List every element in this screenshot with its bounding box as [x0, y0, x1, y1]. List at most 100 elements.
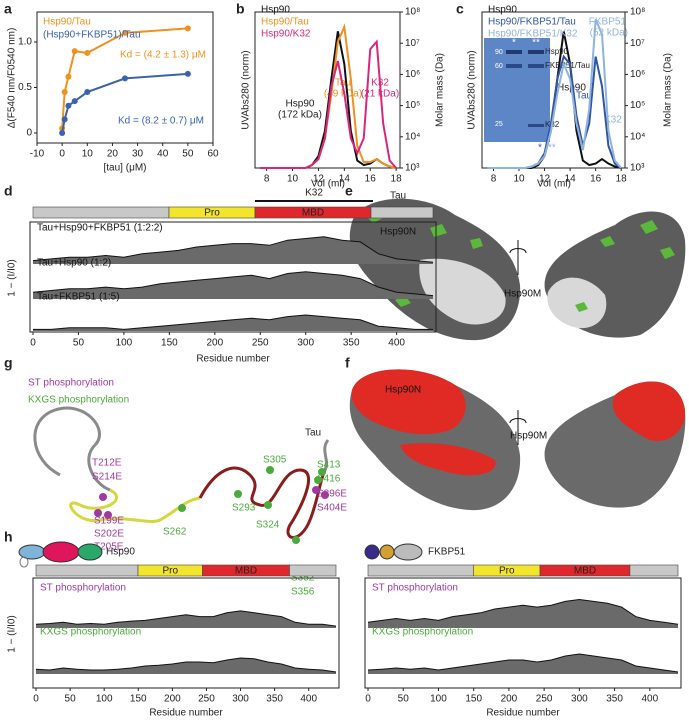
profile-line	[32, 271, 434, 297]
profile-line	[35, 610, 337, 627]
x-tick-label: 0	[365, 694, 371, 705]
panel-label: g	[4, 355, 13, 371]
y-tick-label: 1.0	[18, 37, 32, 48]
domain-label: MBD	[302, 208, 324, 219]
x-tick-label: 250	[198, 694, 215, 705]
site-spheres	[178, 466, 326, 544]
chain-segment	[198, 466, 327, 539]
x-tick-label: 250	[536, 694, 553, 705]
x-tick-label: 300	[571, 694, 588, 705]
icon	[42, 541, 80, 563]
site-label: S324	[256, 520, 280, 531]
y-axis-label: 1 − (I/I0)	[7, 615, 18, 653]
x-tick-label: 150	[465, 694, 482, 705]
site-label: S199E	[94, 516, 124, 527]
gel-band	[506, 64, 522, 68]
profile-line	[367, 598, 679, 625]
x-tick-label: 50	[182, 149, 194, 160]
bracket-label: K32	[305, 188, 323, 199]
surface-patch	[419, 258, 506, 325]
x-axis-label: Residue number	[149, 708, 223, 719]
data-point	[184, 70, 191, 77]
y2-tick-label: 10⁸	[405, 7, 420, 18]
site-label: S293	[232, 503, 256, 514]
profile-area	[36, 658, 336, 674]
x-tick-label: 100	[116, 338, 133, 349]
profile-area	[368, 599, 678, 628]
legend-entry: Hsp90/FKBP51/K32	[488, 29, 578, 40]
panel-label: f	[345, 355, 350, 371]
gel-marker: 60	[495, 63, 503, 70]
chain-segment	[33, 406, 111, 492]
annotation: Hsp90	[286, 99, 315, 110]
x-tick-label: 250	[252, 338, 269, 349]
y-axis-label: 1 − (I/I0)	[7, 259, 18, 297]
y2-tick-label: 10⁴	[630, 131, 645, 142]
site-label: S214E	[92, 472, 122, 483]
gel-band	[528, 124, 544, 127]
profile-area	[33, 271, 433, 299]
x-tick-label: 350	[343, 338, 360, 349]
y-axis-label: Δ(F540 nm/F0540 nm)	[7, 28, 18, 129]
y2-tick-label: 10⁶	[630, 69, 645, 80]
data-point	[84, 49, 91, 56]
annotation: **	[548, 143, 556, 154]
row-label: KXGS phosphorylation	[372, 627, 473, 638]
icon	[77, 543, 103, 561]
domain-bar	[370, 206, 434, 219]
row-label: ST phosphorylation	[372, 583, 458, 594]
y2-tick-label: 10³	[405, 163, 420, 174]
site-label: S202E	[94, 529, 124, 540]
chain-segment	[69, 488, 201, 523]
x-tick-label: 60	[207, 149, 219, 160]
gel-band	[528, 50, 544, 54]
x-tick-label: 300	[232, 694, 249, 705]
data-point	[122, 75, 128, 82]
domain-label: Pro	[499, 566, 515, 577]
domain-label: Hsp90M	[510, 431, 547, 442]
site-label: S404E	[317, 503, 347, 514]
chain-segment	[323, 439, 330, 471]
x-tick-label: 18	[616, 174, 628, 185]
x-tick-label: 8	[264, 174, 270, 185]
x-tick-label: 50	[398, 694, 410, 705]
y2-tick-label: 10³	[630, 163, 645, 174]
row-label: Tau+Hsp90 (1:2)	[37, 258, 111, 269]
legend-entry: Hsp90/K32	[261, 29, 311, 40]
panel-label: e	[345, 183, 353, 199]
surface-patch	[365, 209, 483, 307]
site-label: S305	[263, 455, 287, 466]
x-tick-label: 10	[82, 149, 94, 160]
x-tick-label: 10	[287, 174, 299, 185]
x-tick-label: 50	[73, 338, 85, 349]
y-tick-label: 0.5	[18, 82, 32, 93]
panel-label: c	[456, 1, 464, 17]
site-label: S416	[317, 474, 341, 485]
trace	[260, 31, 397, 169]
trace	[487, 19, 622, 169]
x-tick-label: 200	[164, 694, 181, 705]
panel-label: h	[4, 529, 13, 545]
domain-bar	[367, 564, 474, 577]
domain-label: MBD	[235, 566, 257, 577]
legend-entry: Hsp90/Tau	[43, 17, 91, 28]
x-tick-label: 400	[388, 338, 405, 349]
profile-area	[33, 315, 433, 331]
x-tick-label: 10	[513, 174, 525, 185]
row-label: Tau+FKBP51 (1:5)	[37, 292, 120, 303]
domain-bar	[32, 206, 170, 219]
chain-label: Tau	[305, 428, 321, 439]
panel-label: d	[4, 183, 13, 199]
y2-axis-label: Molar mass (Da)	[435, 53, 446, 127]
x-tick-label: 400	[641, 694, 658, 705]
plot-frame	[29, 221, 437, 333]
x-tick-label: 100	[96, 694, 113, 705]
site-label: S262	[163, 527, 187, 538]
x-axis-label: Residue number	[486, 708, 560, 719]
site-label: S413	[317, 460, 341, 471]
surface-patch	[612, 381, 686, 441]
y2-tick-label: 10⁸	[630, 7, 645, 18]
legend-entry: Hsp90	[261, 5, 290, 16]
y2-tick-label: 10⁶	[405, 69, 420, 80]
y2-tick-label: 10⁷	[630, 38, 645, 49]
